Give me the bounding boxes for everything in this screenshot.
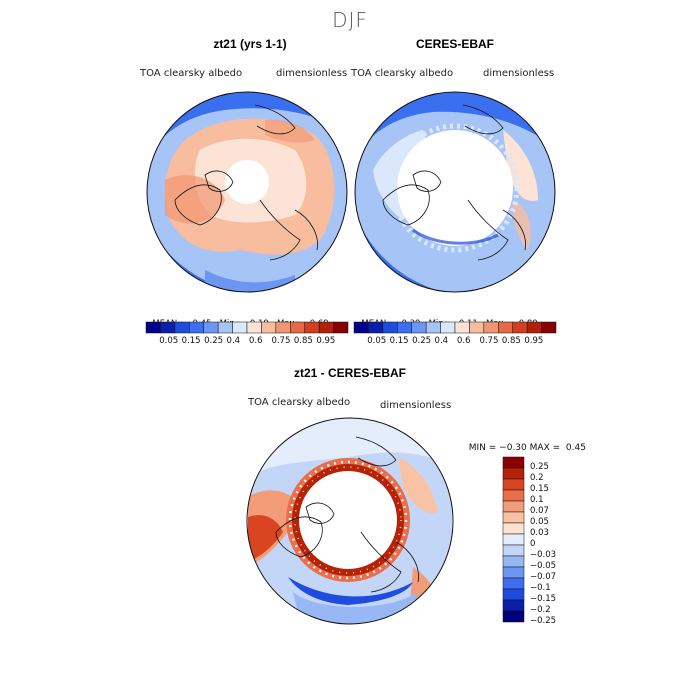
diff-colorbar-tick-label: 0.05 (530, 517, 549, 527)
diff-colorbar-tick-label: 0.1 (530, 495, 544, 505)
colorbar-tick-label: 0.75 (479, 336, 499, 346)
diff-minmax: MIN = −0.30 MAX = 0.45 (463, 433, 586, 453)
colorbar-swatch (261, 321, 277, 334)
diff-colorbar-swatch (502, 555, 525, 568)
panel1-field: TOA clearsky albedo (140, 68, 243, 79)
colorbar-tick-label: 0.25 (204, 336, 224, 346)
colorbar-swatch (174, 321, 190, 334)
colorbar-tick-label: 0.6 (457, 336, 471, 346)
colorbar-swatch (290, 321, 305, 334)
colorbar-swatch (145, 321, 161, 334)
panel2-title: CERES-EBAF (415, 37, 494, 51)
diff-colorbar-tick-label: 0.03 (530, 528, 549, 538)
colorbar-swatch (411, 321, 427, 334)
colorbar-tick-label: 0.15 (389, 336, 409, 346)
colorbar-swatch (469, 321, 485, 334)
colorbar-tick-label: 0.05 (159, 336, 179, 346)
diff-colorbar-swatch (502, 500, 525, 513)
colorbar-swatch (526, 321, 542, 334)
diff-units: dimensionless (380, 400, 452, 411)
colorbar-swatch (189, 321, 204, 334)
diff-colorbar-tick-label: 0.25 (530, 462, 549, 472)
colorbar-swatch (454, 321, 470, 334)
diff-min-value: −0.30 (499, 443, 527, 453)
season-title: DJF (332, 8, 368, 32)
colorbar-tick-label: 0.85 (501, 336, 521, 346)
colorbar-tick-label: 0.25 (412, 336, 432, 346)
colorbar-swatch (368, 321, 384, 334)
diff-title: zt21 - CERES-EBAF (293, 366, 406, 380)
diff-max-value: 0.45 (565, 443, 586, 453)
colorbar-swatch (512, 321, 528, 334)
colorbar-swatch (203, 321, 219, 334)
panel2-field: TOA clearsky albedo (351, 68, 454, 79)
panel1-colorbar-ticks: 0.05 0.15 0.25 0.4 0.6 0.75 0.85 0.95 (146, 336, 348, 348)
panel2-units: dimensionless (483, 68, 555, 79)
diff-colorbar-tick-label: −0.2 (530, 605, 551, 615)
colorbar-swatch (382, 321, 398, 334)
panel1-title: zt21 (yrs 1-1) (213, 37, 287, 51)
colorbar-swatch (217, 321, 233, 334)
diff-colorbar-swatch (502, 610, 525, 623)
diff-colorbar-swatch (502, 478, 525, 491)
diff-colorbar-tick-label: −0.15 (530, 594, 557, 604)
panel2-colorbar-ticks: 0.05 0.15 0.25 0.4 0.6 0.75 0.85 0.95 (354, 336, 556, 348)
diff-colorbar-tick-label: 0.07 (530, 506, 549, 516)
colorbar-tick-label: 0.75 (271, 336, 291, 346)
diff-min-label: MIN = (468, 443, 497, 453)
colorbar-tick-label: 0.15 (181, 336, 201, 346)
colorbar-swatch (425, 321, 441, 334)
diff-colorbar-swatch (502, 588, 525, 601)
colorbar-tick-label: 0.95 (524, 336, 544, 346)
diff-colorbar-swatch (502, 522, 525, 535)
panel2-colorbar (353, 321, 557, 334)
diff-colorbar-tick-label: −0.03 (530, 550, 557, 560)
panel1-units: dimensionless (276, 68, 348, 79)
diff-colorbar-swatch (502, 599, 525, 612)
colorbar-swatch (498, 321, 513, 334)
colorbar-tick-label: 0.4 (434, 336, 449, 346)
colorbar-swatch (353, 321, 369, 334)
colorbar-tick-label: 0.95 (316, 336, 336, 346)
diff-colorbar-swatch (502, 511, 525, 524)
diff-colorbar-tick-label: −0.07 (530, 572, 557, 582)
colorbar-swatch (232, 321, 248, 334)
diff-max-label: MAX = (529, 443, 561, 453)
panel2-polar-map (354, 91, 556, 293)
diff-colorbar-tick-label: −0.1 (530, 583, 551, 593)
diff-colorbar-tick-label: −0.25 (530, 616, 557, 626)
colorbar-swatch (246, 321, 262, 334)
panel1-colorbar (145, 321, 349, 334)
diff-colorbar-swatch (502, 544, 525, 557)
diff-colorbar-ticks: 0.25 0.2 0.15 0.1 0.07 0.05 0.03 0 −0.03 −0.05 −0.… (530, 457, 590, 626)
colorbar-swatch (275, 321, 291, 334)
diff-colorbar-tick-label: 0.2 (530, 473, 544, 483)
diff-colorbar-swatch (502, 577, 525, 590)
diff-colorbar (502, 456, 525, 623)
colorbar-tick-label: 0.6 (249, 336, 263, 346)
diff-colorbar-swatch (502, 467, 525, 480)
colorbar-tick-label: 0.85 (293, 336, 313, 346)
colorbar-swatch (304, 321, 320, 334)
colorbar-swatch (541, 321, 557, 334)
colorbar-swatch (483, 321, 499, 334)
colorbar-swatch (397, 321, 412, 334)
diff-colorbar-swatch (502, 566, 525, 579)
diff-colorbar-tick-label: 0 (530, 539, 536, 549)
diff-colorbar-tick-label: −0.05 (530, 561, 557, 571)
colorbar-swatch (333, 321, 349, 334)
colorbar-tick-label: 0.4 (226, 336, 241, 346)
colorbar-swatch (318, 321, 334, 334)
colorbar-tick-label: 0.05 (367, 336, 387, 346)
diff-colorbar-tick-label: 0.15 (530, 484, 549, 494)
diff-field: TOA clearsky albedo (248, 397, 351, 408)
diff-colorbar-swatch (502, 489, 525, 502)
colorbar-swatch (160, 321, 176, 334)
diff-polar-map (246, 417, 454, 625)
diff-colorbar-swatch (502, 456, 525, 469)
diff-colorbar-swatch (502, 533, 525, 546)
colorbar-swatch (440, 321, 456, 334)
panel1-polar-map (146, 91, 348, 293)
